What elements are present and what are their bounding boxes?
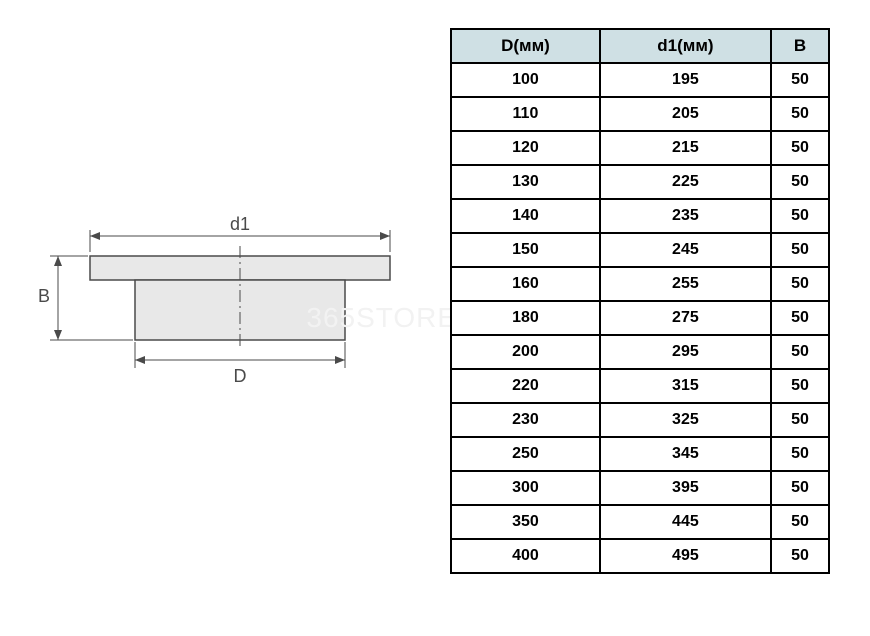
table-row: 40049550 xyxy=(451,539,829,573)
table-cell: 50 xyxy=(771,369,829,403)
table-cell: 50 xyxy=(771,131,829,165)
table-cell: 50 xyxy=(771,63,829,97)
table-row: 25034550 xyxy=(451,437,829,471)
table-cell: 50 xyxy=(771,233,829,267)
table-row: 23032550 xyxy=(451,403,829,437)
table-cell: 110 xyxy=(451,97,600,131)
label-B: B xyxy=(38,286,50,306)
col-B: B xyxy=(771,29,829,63)
table-row: 35044550 xyxy=(451,505,829,539)
table-cell: 150 xyxy=(451,233,600,267)
table-area: 365STORE.com.ua D(мм) d1(мм) B 100195501… xyxy=(450,0,870,636)
table-row: 16025550 xyxy=(451,267,829,301)
table-cell: 50 xyxy=(771,97,829,131)
cross-section-diagram: d1 B D xyxy=(40,200,420,400)
table-row: 15024550 xyxy=(451,233,829,267)
table-cell: 50 xyxy=(771,437,829,471)
table-cell: 215 xyxy=(600,131,771,165)
table-cell: 50 xyxy=(771,199,829,233)
table-row: 18027550 xyxy=(451,301,829,335)
table-row: 11020550 xyxy=(451,97,829,131)
table-cell: 275 xyxy=(600,301,771,335)
col-d1: d1(мм) xyxy=(600,29,771,63)
table-cell: 350 xyxy=(451,505,600,539)
table-cell: 100 xyxy=(451,63,600,97)
table-cell: 130 xyxy=(451,165,600,199)
table-cell: 50 xyxy=(771,471,829,505)
table-cell: 50 xyxy=(771,301,829,335)
table-cell: 120 xyxy=(451,131,600,165)
table-cell: 50 xyxy=(771,267,829,301)
table-cell: 220 xyxy=(451,369,600,403)
table-cell: 315 xyxy=(600,369,771,403)
table-header-row: D(мм) d1(мм) B xyxy=(451,29,829,63)
table-cell: 50 xyxy=(771,165,829,199)
table-cell: 50 xyxy=(771,335,829,369)
table-cell: 445 xyxy=(600,505,771,539)
table-cell: 225 xyxy=(600,165,771,199)
table-cell: 160 xyxy=(451,267,600,301)
table-cell: 200 xyxy=(451,335,600,369)
table-cell: 180 xyxy=(451,301,600,335)
table-cell: 205 xyxy=(600,97,771,131)
table-cell: 250 xyxy=(451,437,600,471)
table-row: 30039550 xyxy=(451,471,829,505)
diagram-area: d1 B D xyxy=(0,0,450,636)
table-cell: 255 xyxy=(600,267,771,301)
table-cell: 235 xyxy=(600,199,771,233)
table-cell: 245 xyxy=(600,233,771,267)
table-row: 13022550 xyxy=(451,165,829,199)
table-row: 14023550 xyxy=(451,199,829,233)
table-cell: 495 xyxy=(600,539,771,573)
label-D: D xyxy=(234,366,247,386)
table-cell: 195 xyxy=(600,63,771,97)
table-cell: 325 xyxy=(600,403,771,437)
table-row: 20029550 xyxy=(451,335,829,369)
table-cell: 230 xyxy=(451,403,600,437)
table-row: 12021550 xyxy=(451,131,829,165)
table-cell: 50 xyxy=(771,539,829,573)
table-cell: 140 xyxy=(451,199,600,233)
table-cell: 50 xyxy=(771,505,829,539)
table-row: 22031550 xyxy=(451,369,829,403)
label-d1: d1 xyxy=(230,214,250,234)
table-cell: 50 xyxy=(771,403,829,437)
table-cell: 300 xyxy=(451,471,600,505)
dimensions-table: D(мм) d1(мм) B 1001955011020550120215501… xyxy=(450,28,830,574)
table-cell: 395 xyxy=(600,471,771,505)
table-cell: 295 xyxy=(600,335,771,369)
col-D: D(мм) xyxy=(451,29,600,63)
table-cell: 345 xyxy=(600,437,771,471)
table-row: 10019550 xyxy=(451,63,829,97)
table-cell: 400 xyxy=(451,539,600,573)
